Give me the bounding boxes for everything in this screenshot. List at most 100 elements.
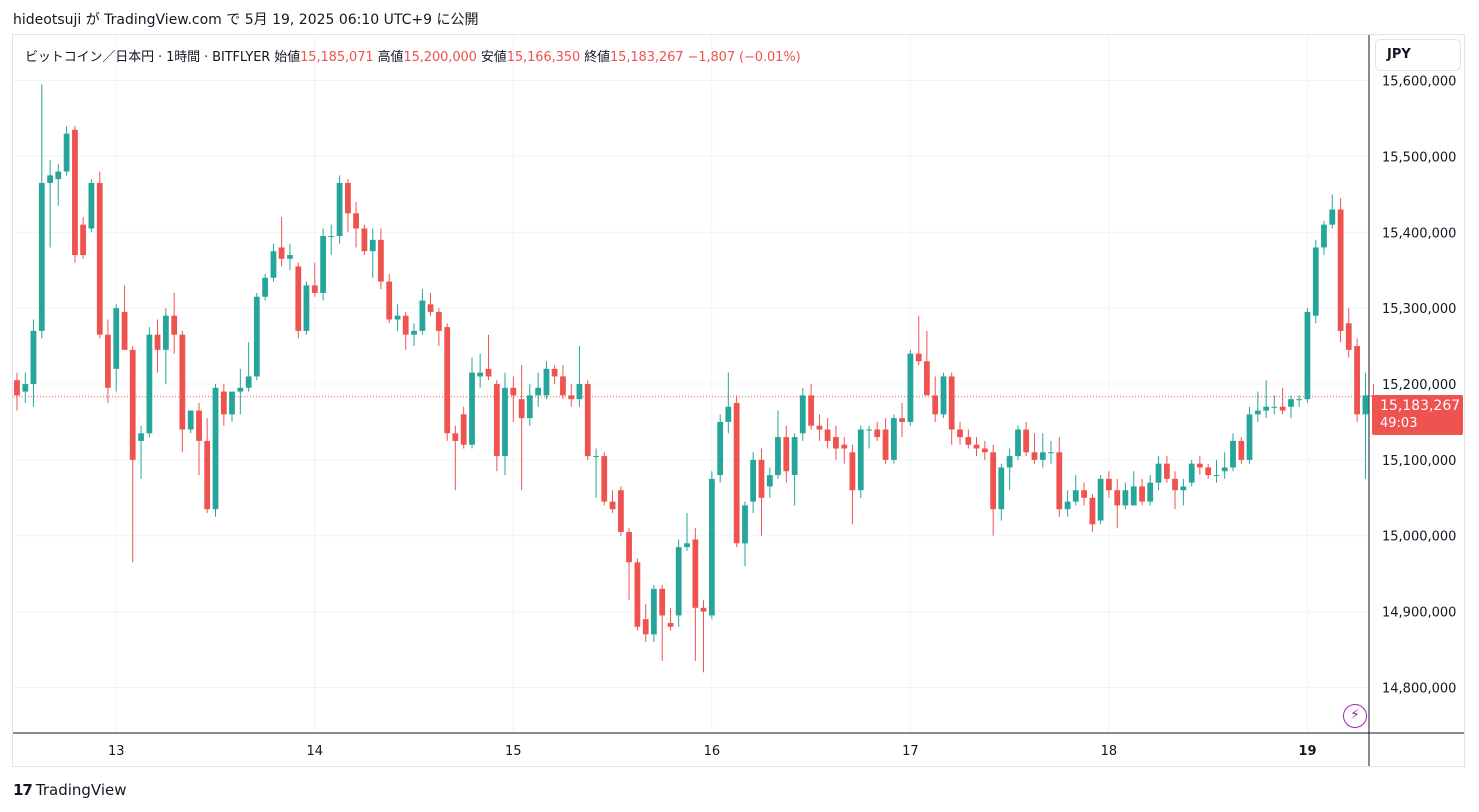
y-tick-label: 15,500,000	[1382, 150, 1456, 165]
candle-body	[278, 247, 285, 259]
currency-button[interactable]: JPY	[1375, 39, 1461, 71]
candle-body	[866, 429, 872, 431]
candle-body	[1023, 429, 1030, 453]
x-tick-label: 16	[704, 744, 721, 759]
candle-body	[328, 236, 335, 238]
candle-body	[659, 588, 666, 616]
y-tick-label: 14,800,000	[1382, 681, 1456, 696]
candle-body	[775, 437, 781, 476]
candle-body	[717, 421, 724, 476]
candle-body	[1188, 463, 1195, 483]
candle-body	[1312, 247, 1319, 316]
legend-close-value: 15,183,267	[610, 50, 684, 65]
candle-body	[535, 387, 542, 396]
candle-body	[783, 437, 790, 472]
candle-body	[121, 311, 128, 350]
candle-body	[1196, 463, 1203, 468]
candle-body	[576, 384, 583, 400]
legend-high-value: 15,200,000	[403, 50, 477, 65]
candle-body	[998, 467, 1005, 510]
candle-body	[551, 368, 558, 377]
legend-high-label: 高値	[377, 50, 404, 65]
candle-body	[402, 315, 409, 335]
publication-line: hideotsuji が TradingView.com で 5月 19, 20…	[13, 12, 479, 28]
candle-body	[948, 376, 955, 430]
candle-body	[262, 277, 269, 297]
candle-body	[30, 330, 37, 384]
candle-body	[857, 429, 864, 491]
candle-body	[675, 547, 682, 616]
x-tick-label: 14	[307, 744, 324, 759]
candle-body	[700, 607, 707, 612]
candle-body	[1296, 399, 1303, 401]
candle-body	[1097, 478, 1104, 521]
legend-low-label: 安値	[480, 50, 507, 65]
candle-body	[940, 376, 947, 415]
candle-body	[1345, 323, 1352, 350]
legend-change: −1,807 (−0.01%)	[687, 50, 801, 65]
candle-body	[1271, 406, 1278, 408]
candle-body	[650, 588, 657, 635]
bar-countdown: 49:03	[1380, 416, 1418, 431]
candle-body	[1106, 478, 1112, 491]
candle-body	[237, 387, 244, 392]
legend-symbol: ビットコイン／日本円 · 1時間 · BITFLYER	[25, 50, 271, 65]
lightning-icon[interactable]: ⚡	[1343, 704, 1367, 728]
candle-body	[1263, 406, 1270, 411]
candle-body	[204, 440, 211, 510]
y-tick-label: 15,200,000	[1382, 378, 1456, 393]
candle-body	[493, 384, 500, 457]
candle-body	[427, 304, 434, 312]
candle-body	[187, 410, 194, 430]
candle-body	[1321, 224, 1327, 248]
candle-body	[146, 334, 153, 434]
candle-body	[1122, 490, 1129, 506]
candle-body	[684, 543, 690, 548]
legend-low-value: 15,166,350	[506, 50, 581, 65]
candle-body	[394, 315, 401, 320]
candle-body	[361, 228, 368, 252]
candle-body	[907, 353, 914, 422]
candle-body	[129, 349, 136, 460]
chart-frame[interactable]: 14,800,000 14,900,000 15,000,000 15,100,000…	[12, 34, 1465, 767]
candle-body	[849, 452, 856, 491]
candle-body	[270, 251, 277, 278]
candle-body	[485, 368, 492, 377]
candle-body	[1238, 440, 1245, 460]
candle-body	[915, 353, 922, 362]
candle-body	[593, 456, 599, 458]
legend-close-label: 終値	[584, 50, 610, 65]
last-price-badge: 15,183,267 49:03	[1372, 395, 1463, 435]
brand-name: TradingView	[35, 781, 127, 799]
candle-body	[377, 239, 384, 282]
candle-body	[1304, 311, 1311, 400]
candle-body	[725, 406, 732, 422]
candle-body	[932, 395, 939, 415]
candle-body	[965, 437, 972, 445]
candle-body	[824, 429, 831, 441]
candle-body	[543, 368, 550, 396]
candle-body	[386, 281, 393, 320]
candle-body	[1288, 399, 1294, 407]
candle-body	[345, 182, 351, 214]
candle-body	[1039, 452, 1046, 460]
candle-body	[882, 429, 889, 460]
candle-body	[419, 300, 426, 331]
y-tick-label: 15,600,000	[1382, 75, 1456, 90]
brand[interactable]: 𝟭𝟳 TradingView	[13, 781, 127, 799]
candle-body	[891, 418, 897, 460]
candle-body	[609, 501, 616, 510]
chart-svg[interactable]: 14,800,000 14,900,000 15,000,000 15,100,000…	[13, 35, 1465, 767]
candle-body	[990, 452, 997, 510]
candle-body	[38, 182, 45, 331]
candle-body	[1155, 463, 1162, 483]
candle-body	[113, 308, 120, 369]
y-tick-label: 14,900,000	[1382, 606, 1456, 621]
candle-body	[1172, 478, 1178, 491]
candle-body	[460, 414, 467, 445]
candle-body	[1213, 475, 1220, 477]
candle-body	[502, 387, 508, 457]
candle-body	[1056, 452, 1063, 510]
candle-body	[1114, 490, 1121, 506]
candle-body	[766, 475, 773, 487]
